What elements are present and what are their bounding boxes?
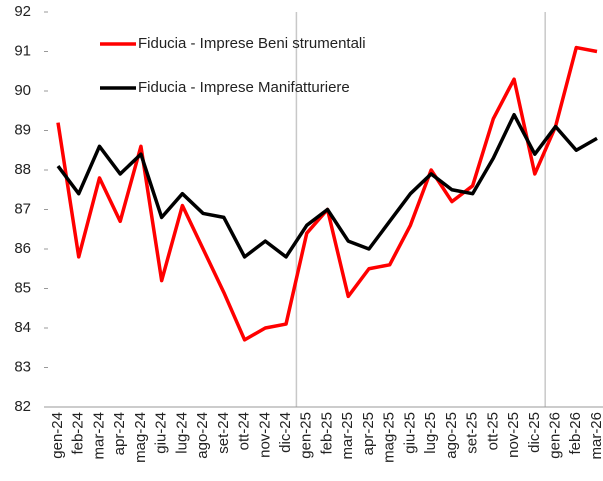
x-tick-label: nov-24 xyxy=(256,412,273,458)
x-tick-label: dic-24 xyxy=(277,412,294,453)
y-tick-label: 92 xyxy=(14,3,31,20)
y-tick-label: 89 xyxy=(14,121,31,138)
x-tick-label: gen-26 xyxy=(547,412,564,459)
x-tick-label: apr-24 xyxy=(111,412,128,455)
x-tick-label: giu-25 xyxy=(401,412,418,454)
legend-label: Fiducia - Imprese Beni strumentali xyxy=(138,35,366,52)
x-tick-label: mag-25 xyxy=(381,412,398,463)
y-tick-label: 84 xyxy=(14,319,31,336)
x-tick-label: ago-25 xyxy=(443,412,460,459)
x-tick-label: mar-25 xyxy=(339,412,356,460)
x-tick-label: ago-24 xyxy=(194,412,211,459)
x-tick-label: gen-24 xyxy=(49,412,66,459)
x-tick-label: mag-24 xyxy=(132,412,149,463)
x-tick-label: mar-26 xyxy=(588,412,603,460)
x-tick-label: lug-24 xyxy=(173,412,190,454)
x-tick-label: feb-26 xyxy=(567,412,584,455)
x-tick-label: mar-24 xyxy=(90,412,107,460)
y-tick-label: 86 xyxy=(14,240,31,257)
y-tick-label: 91 xyxy=(14,42,31,59)
y-tick-label: 83 xyxy=(14,358,31,375)
y-tick-label: 87 xyxy=(14,200,31,217)
x-tick-label: gen-25 xyxy=(298,412,315,459)
y-tick-label: 90 xyxy=(14,82,31,99)
x-tick-label: lug-25 xyxy=(422,412,439,454)
legend-label: Fiducia - Imprese Manifatturiere xyxy=(138,79,350,96)
x-tick-label: apr-25 xyxy=(360,412,377,455)
y-tick-label: 82 xyxy=(14,398,31,415)
x-tick-label: ott-25 xyxy=(484,412,501,450)
y-tick-label: 85 xyxy=(14,279,31,296)
x-tick-label: nov-25 xyxy=(505,412,522,458)
x-tick-label: set-25 xyxy=(464,412,481,454)
x-tick-label: giu-24 xyxy=(153,412,170,454)
x-tick-label: ott-24 xyxy=(236,412,253,450)
y-tick-label: 88 xyxy=(14,161,31,178)
x-tick-label: dic-25 xyxy=(526,412,543,453)
x-tick-label: feb-24 xyxy=(70,412,87,455)
x-tick-label: feb-25 xyxy=(318,412,335,455)
series-line xyxy=(56,112,598,259)
x-tick-label: set-24 xyxy=(215,412,232,454)
